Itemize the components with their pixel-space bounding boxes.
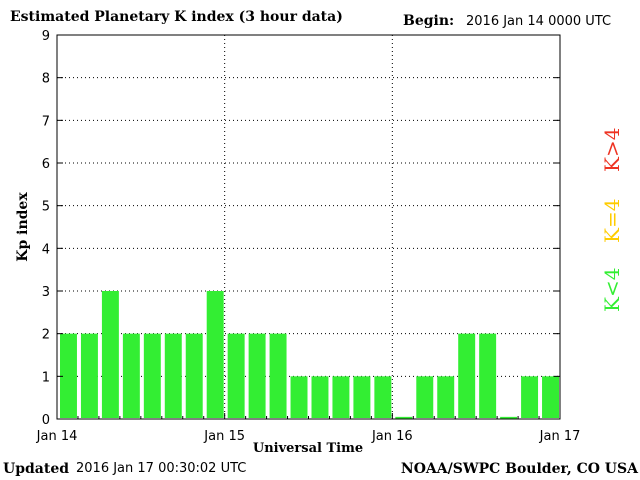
- kp-bar: [521, 376, 539, 418]
- kp-bar: [164, 333, 182, 418]
- kp-bar: [332, 376, 350, 418]
- tick-labels: 0 1 2 3 4 5 6 7 8 9 Jan 14 Jan 15 Jan 16 Jan 17: [36, 29, 581, 444]
- kp-bar: [458, 333, 476, 418]
- grid-lines: [57, 35, 560, 419]
- axis-ticks: [56, 34, 561, 420]
- kp-bar: [395, 416, 413, 419]
- kp-bar: [542, 376, 559, 418]
- x-tick-label: Jan 15: [203, 429, 245, 444]
- updated-value: 2016 Jan 17 00:30:02 UTC: [76, 461, 247, 476]
- y-tick-label: 2: [42, 328, 50, 343]
- kp-bar: [311, 376, 329, 418]
- legend-k-less-4: K<4: [600, 267, 624, 312]
- legend-k-greater-4: K>4: [600, 127, 624, 172]
- x-tick-label: Jan 14: [36, 429, 78, 444]
- kp-bar: [227, 333, 245, 418]
- y-axis-label: Kp index: [15, 192, 31, 262]
- kp-bar: [416, 376, 434, 418]
- kp-bar: [248, 333, 266, 418]
- kp-bar: [437, 376, 455, 418]
- begin-label: Begin:: [403, 13, 455, 29]
- kp-bar: [290, 376, 308, 418]
- kp-bar: [122, 333, 140, 418]
- kp-bar: [101, 291, 119, 418]
- kp-bar: [479, 333, 497, 418]
- credit-text: NOAA/SWPC Boulder, CO USA: [400, 461, 638, 477]
- kp-bar: [80, 333, 98, 418]
- bars: [60, 291, 559, 419]
- kp-bar: [500, 416, 518, 419]
- updated-label: Updated: [3, 461, 70, 477]
- x-tick-label: Jan 17: [539, 429, 581, 444]
- y-tick-label: 8: [42, 72, 50, 87]
- y-tick-label: 1: [42, 370, 50, 385]
- x-axis-label: Universal Time: [253, 441, 363, 456]
- kp-bar: [185, 333, 203, 418]
- chart-title: Estimated Planetary K index (3 hour data…: [10, 9, 343, 25]
- y-tick-label: 7: [42, 114, 50, 129]
- kp-bar: [269, 333, 287, 418]
- kp-bar: [206, 291, 224, 418]
- y-tick-label: 3: [42, 285, 50, 300]
- kp-bar: [353, 376, 371, 418]
- x-tick-label: Jan 16: [371, 429, 413, 444]
- legend-k-equal-4: K=4: [600, 198, 624, 243]
- kp-bar: [60, 333, 77, 418]
- kp-bar: [374, 376, 392, 418]
- y-tick-label: 4: [42, 242, 50, 257]
- y-tick-label: 0: [42, 413, 50, 428]
- kp-bar: [143, 333, 161, 418]
- begin-value: 2016 Jan 14 0000 UTC: [466, 14, 612, 29]
- y-tick-label: 9: [42, 29, 50, 44]
- y-tick-label: 6: [42, 157, 50, 172]
- y-tick-label: 5: [42, 200, 50, 215]
